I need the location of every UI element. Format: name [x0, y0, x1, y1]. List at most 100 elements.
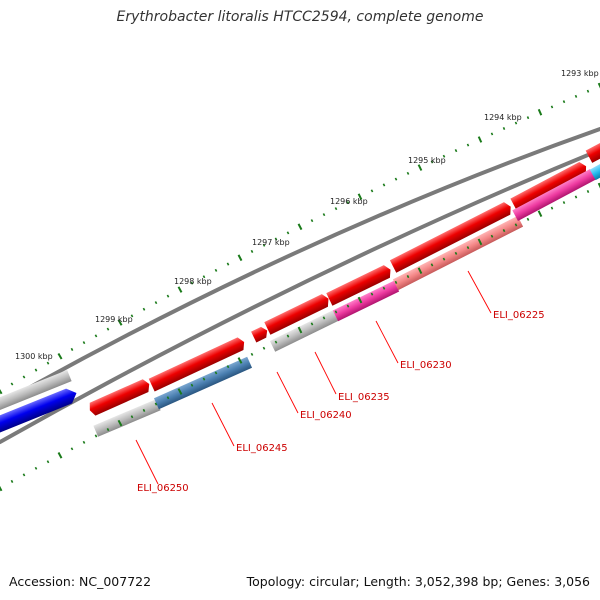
- backbone-outer: [0, 127, 600, 406]
- feature-red-3: [251, 326, 268, 343]
- gene-label-eli-06225: ELI_06225: [493, 310, 545, 321]
- inner-tick: [237, 357, 243, 364]
- tick-label-1300: 1300 kbp: [15, 352, 53, 361]
- outer-tick: [322, 213, 326, 217]
- inner-tick: [22, 473, 26, 477]
- inner-tick-ring: [0, 182, 600, 492]
- inner-tick: [574, 195, 578, 199]
- outer-tick: [574, 94, 578, 98]
- inner-tick: [10, 479, 14, 483]
- map-title: Erythrobacter litoralis HTCC2594, comple…: [116, 9, 484, 25]
- gene-label-eli-06250: ELI_06250: [137, 483, 189, 494]
- gene-label-leaders: [135, 270, 492, 485]
- outer-tick: [177, 286, 183, 293]
- cds-eli-06245: [153, 356, 253, 410]
- outer-tick: [417, 164, 423, 171]
- outer-tick: [490, 132, 494, 136]
- feature-red-7: [510, 161, 587, 211]
- inner-tick: [106, 428, 110, 432]
- gene-label-eli-06230: ELI_06230: [400, 360, 452, 371]
- outer-tick: [274, 237, 278, 241]
- inner-tick: [274, 340, 278, 344]
- feature-red-8: [585, 141, 600, 163]
- left-features: [0, 369, 77, 441]
- outer-tick: [310, 219, 314, 223]
- cds-eli-06230: [332, 280, 400, 322]
- tick-label-1295: 1295 kbp: [408, 156, 446, 165]
- outer-tick: [22, 375, 26, 379]
- inner-tick: [57, 452, 63, 459]
- inner-tick: [382, 286, 386, 290]
- tick-label-1294: 1294 kbp: [484, 113, 522, 122]
- feature-red-2: [148, 337, 245, 392]
- topology-summary: Topology: circular; Length: 3,052,398 bp…: [246, 574, 590, 589]
- inner-tick: [297, 326, 303, 334]
- tick-label-1293: 1293 kbp: [561, 69, 599, 78]
- tick-label-1299: 1299 kbp: [95, 315, 133, 324]
- inner-tick: [562, 201, 566, 205]
- inner-tick: [334, 310, 338, 314]
- inner-tick: [417, 267, 423, 275]
- outer-tick: [562, 100, 566, 104]
- outer-tick: [514, 121, 518, 125]
- outer-tick: [82, 341, 86, 345]
- inner-tick: [70, 447, 74, 451]
- outer-tick: [597, 82, 600, 89]
- outer-tick: [262, 243, 266, 247]
- backbone: [0, 127, 600, 444]
- outer-tick: [250, 249, 254, 253]
- inner-tick: [322, 316, 326, 320]
- outer-tick: [106, 327, 110, 331]
- outer-tick: [466, 143, 470, 147]
- outer-tick: [382, 183, 386, 187]
- outer-tick: [297, 223, 303, 231]
- gene-cds-band: [93, 163, 600, 437]
- inner-tick: [526, 217, 530, 221]
- gene-labels: ELI_06225 ELI_06230 ELI_06235 ELI_06240 …: [137, 310, 545, 494]
- inner-tick: [250, 352, 254, 356]
- inner-tick: [586, 189, 590, 194]
- inner-tick: [154, 402, 158, 406]
- inner-tick: [502, 229, 506, 233]
- outer-tick: [346, 201, 350, 205]
- feature-red-1: [89, 379, 150, 416]
- outer-tick: [57, 352, 63, 360]
- outer-tick: [502, 126, 506, 131]
- outer-tick: [70, 347, 74, 351]
- inner-tick: [466, 246, 470, 250]
- outer-tick: [586, 89, 590, 93]
- inner-tick: [166, 396, 170, 400]
- feature-red-4: [264, 294, 329, 335]
- outer-tick: [214, 268, 218, 272]
- outer-tick: [10, 382, 14, 386]
- gene-label-eli-06235: ELI_06235: [338, 392, 390, 403]
- accession-line: Accession: NC_007722: [9, 574, 152, 589]
- inner-tick: [394, 280, 398, 284]
- inner-tick: [442, 257, 446, 261]
- leader-eli-06225: [467, 270, 492, 314]
- inner-tick: [82, 440, 86, 444]
- inner-tick: [214, 371, 218, 375]
- inner-tick: [430, 263, 434, 267]
- tick-label-1296: 1296 kbp: [330, 197, 368, 206]
- inner-tick: [130, 415, 134, 419]
- inner-tick: [117, 419, 123, 427]
- inner-tick: [310, 322, 314, 326]
- outer-tick: [454, 149, 458, 153]
- outer-tick-ring: [0, 82, 600, 395]
- forward-strand-features: [89, 141, 600, 416]
- outer-tick: [442, 154, 446, 158]
- inner-tick: [454, 251, 458, 255]
- cds-cyan-right: [589, 163, 600, 181]
- feature-left-blue: [0, 388, 77, 441]
- inner-tick: [0, 485, 3, 492]
- leader-eli-06240: [276, 371, 299, 414]
- leader-eli-06245: [211, 402, 235, 447]
- gene-eli-06235: [269, 310, 339, 352]
- outer-tick: [154, 301, 158, 305]
- outer-tick: [357, 193, 363, 201]
- gene-label-eli-06240: ELI_06240: [300, 410, 352, 421]
- inner-tick: [286, 334, 290, 338]
- outer-tick: [394, 177, 398, 181]
